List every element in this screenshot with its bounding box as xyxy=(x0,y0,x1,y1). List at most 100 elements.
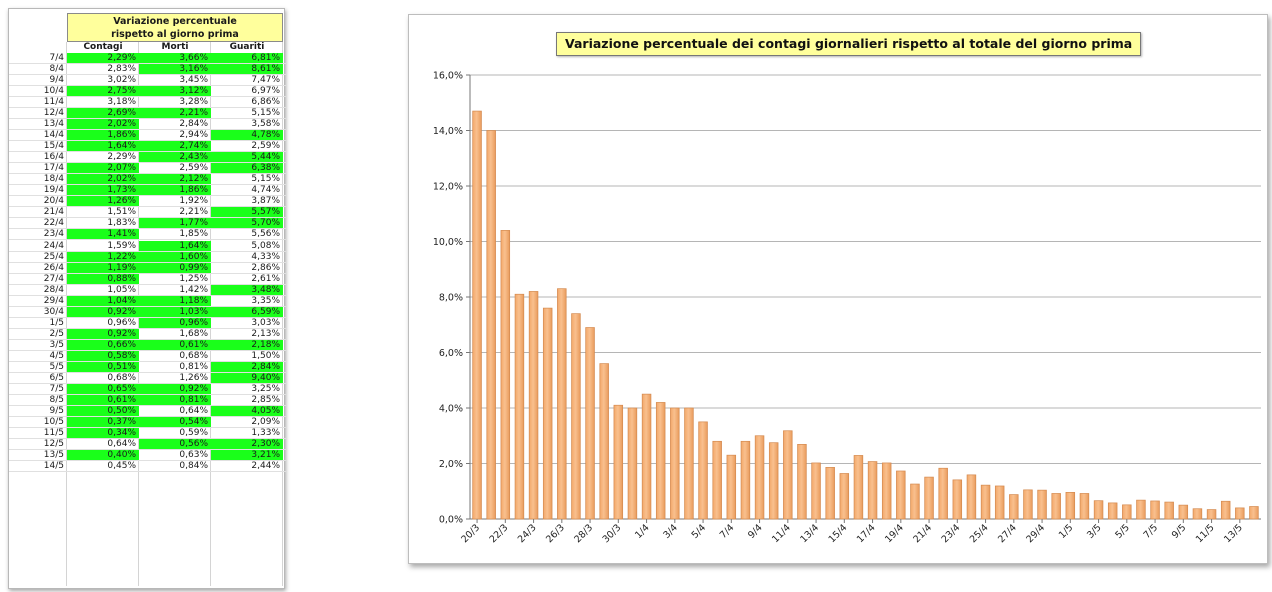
cell-guariti: 3,03% xyxy=(251,317,280,328)
row-date: 10/5 xyxy=(43,416,64,427)
row-date: 27/4 xyxy=(43,273,64,284)
cell-guariti: 3,87% xyxy=(251,196,280,207)
cell-morti: 1,64% xyxy=(139,240,211,251)
x-tick-label: 15/4 xyxy=(827,522,850,545)
x-tick-label: 27/4 xyxy=(996,522,1019,545)
table-row: 28/4 1,05% 1,42% 3,48% xyxy=(9,284,286,296)
cell-contagi: 0,40% xyxy=(67,450,139,461)
cell-morti: 0,68% xyxy=(179,350,208,361)
bar xyxy=(500,230,511,520)
table-row: 20/4 1,26% 1,92% 3,87% xyxy=(9,196,286,208)
table-title-line2: rispetto al giorno prima xyxy=(111,29,239,40)
cell-contagi: 2,02% xyxy=(67,174,139,185)
bar xyxy=(641,393,652,520)
cell-contagi: 1,04% xyxy=(67,295,139,306)
row-date: 10/4 xyxy=(43,86,64,97)
cell-morti: 0,63% xyxy=(179,450,208,461)
bar xyxy=(952,479,963,520)
bar xyxy=(712,440,722,520)
cell-contagi: 2,07% xyxy=(67,163,139,174)
cell-guariti: 6,59% xyxy=(211,306,283,317)
cell-contagi: 1,41% xyxy=(67,229,139,240)
table-row: 23/4 1,41% 1,85% 5,56% xyxy=(9,229,286,241)
cell-contagi: 0,88% xyxy=(67,273,139,284)
cell-contagi: 0,61% xyxy=(67,394,139,405)
row-date: 14/4 xyxy=(43,130,64,141)
x-tick-label: 9/5 xyxy=(1170,522,1189,541)
x-tick-label: 19/4 xyxy=(883,522,906,545)
table-row: 5/5 0,51% 0,81% 2,84% xyxy=(9,361,286,373)
cell-contagi: 0,58% xyxy=(67,350,139,361)
cell-guariti: 2,09% xyxy=(251,416,280,427)
cell-contagi: 2,29% xyxy=(67,53,139,63)
row-date: 22/4 xyxy=(43,218,64,229)
x-tick-label: 20/3 xyxy=(459,522,482,545)
bar xyxy=(726,454,737,520)
cell-contagi: 1,86% xyxy=(67,130,139,141)
bar xyxy=(811,462,821,520)
cell-morti: 3,66% xyxy=(139,53,211,63)
x-tick-label: 13/4 xyxy=(798,522,821,545)
table-row: 24/4 1,59% 1,64% 5,08% xyxy=(9,240,286,252)
bar xyxy=(1192,508,1203,520)
cell-guariti: 5,15% xyxy=(251,108,280,119)
chart-title: Variazione percentuale dei contagi giorn… xyxy=(556,32,1142,56)
cell-guariti: 2,59% xyxy=(251,141,280,152)
bar xyxy=(768,442,779,520)
x-tick-label: 24/3 xyxy=(516,522,539,545)
x-tick-label: 1/5 xyxy=(1057,522,1076,541)
cell-guariti: 2,44% xyxy=(251,461,280,472)
cell-guariti: 2,30% xyxy=(211,439,283,450)
bar xyxy=(853,455,864,520)
table-row: 7/4 2,29% 3,66% 6,81% xyxy=(9,53,286,64)
table-title-line1: Variazione percentuale xyxy=(113,16,237,27)
row-date: 15/4 xyxy=(43,141,64,152)
cell-guariti: 2,85% xyxy=(251,394,280,405)
row-date: 3/5 xyxy=(49,339,64,350)
cell-morti: 0,56% xyxy=(139,439,211,450)
cell-contagi: 2,02% xyxy=(67,119,139,130)
row-date: 19/4 xyxy=(43,185,64,196)
cell-guariti: 5,56% xyxy=(251,229,280,240)
cell-guariti: 5,57% xyxy=(211,207,283,218)
bar xyxy=(655,402,666,520)
row-date: 8/4 xyxy=(49,64,64,75)
cell-contagi: 0,68% xyxy=(107,372,136,383)
bar xyxy=(542,307,553,520)
cell-guariti: 4,74% xyxy=(251,185,280,196)
cell-morti: 2,94% xyxy=(179,130,208,141)
x-tick-label: 25/4 xyxy=(968,522,991,545)
y-tick-label: 10,0% xyxy=(433,237,463,248)
row-date: 25/4 xyxy=(43,251,64,262)
bar xyxy=(585,327,595,520)
cell-contagi: 1,22% xyxy=(67,251,139,262)
row-date: 11/4 xyxy=(43,97,64,108)
bar xyxy=(684,407,694,520)
cell-guariti: 6,97% xyxy=(251,86,280,97)
table-row: 21/4 1,51% 2,21% 5,57% xyxy=(9,207,286,219)
bar xyxy=(867,461,878,520)
header-contagi: Contagi xyxy=(83,42,123,52)
cell-guariti: 3,48% xyxy=(211,284,283,295)
bar xyxy=(1079,493,1090,520)
x-tick-label: 11/5 xyxy=(1194,522,1217,545)
x-tick-label: 30/3 xyxy=(601,522,624,545)
cell-contagi: 1,19% xyxy=(67,262,139,273)
cell-guariti: 4,05% xyxy=(211,405,283,416)
bar xyxy=(1093,500,1104,520)
header-morti: Morti xyxy=(161,42,189,52)
cell-guariti: 1,50% xyxy=(251,350,280,361)
table-row: 29/4 1,04% 1,18% 3,35% xyxy=(9,295,286,307)
row-date: 6/5 xyxy=(49,372,64,383)
cell-morti: 0,81% xyxy=(139,394,211,405)
cell-morti: 2,84% xyxy=(179,119,208,130)
bar xyxy=(599,363,609,520)
cell-morti: 1,42% xyxy=(179,284,208,295)
cell-morti: 3,45% xyxy=(179,75,208,86)
cell-guariti: 3,25% xyxy=(251,383,280,394)
bar xyxy=(783,430,793,520)
cell-morti: 0,54% xyxy=(139,416,211,427)
cell-morti: 0,84% xyxy=(179,461,208,472)
table-row: 16/4 2,29% 2,43% 5,44% xyxy=(9,152,286,164)
y-tick-label: 2,0% xyxy=(439,459,463,470)
